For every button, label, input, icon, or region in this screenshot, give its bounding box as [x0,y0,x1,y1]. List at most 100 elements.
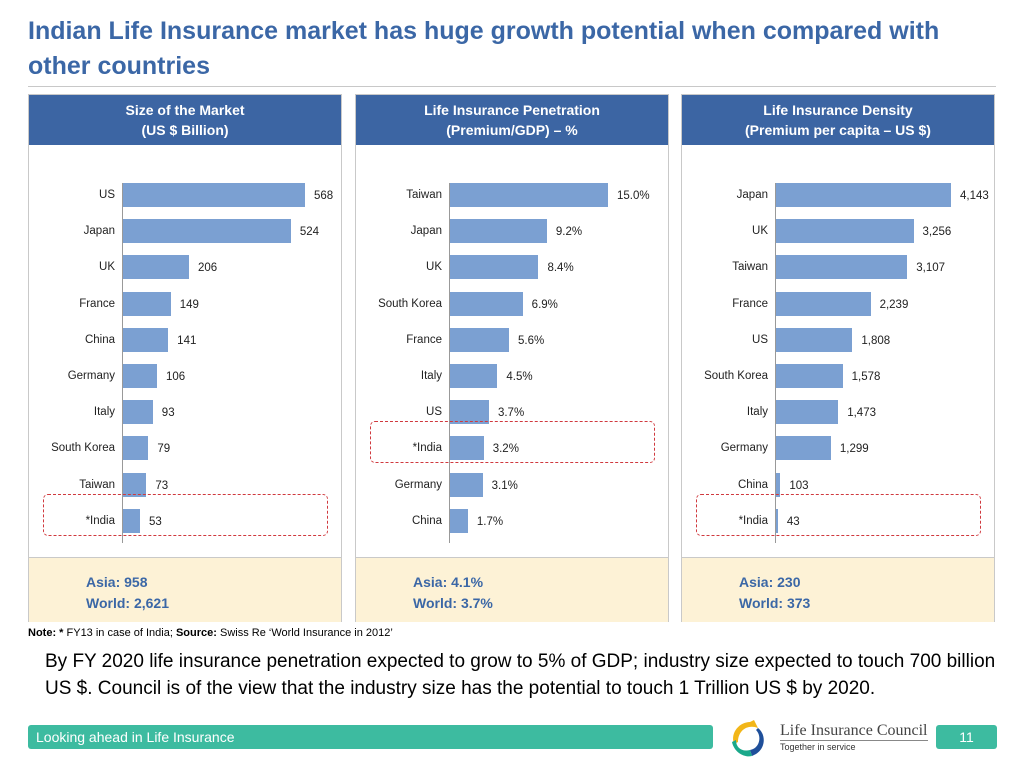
value-label: 15.0% [617,190,650,202]
category-label: US [426,406,442,419]
world-stat: World: 2,621 [86,595,169,611]
footer-label: Looking ahead in Life Insurance [28,725,713,749]
stats-footer: Asia: 958 World: 2,621 [29,557,341,622]
category-label: China [737,478,768,491]
value-label: 1.7% [476,515,504,528]
category-label: Germany [67,370,115,382]
bar [776,364,843,388]
bar [450,364,498,388]
chart-title-line: Life Insurance Density [763,102,913,118]
category-label: Italy [420,370,442,382]
india-highlight-box [370,421,655,464]
category-label: France [79,297,115,310]
value-label: 3,107 [916,262,946,275]
chart-title-line: (Premium per capita – US $) [745,122,931,138]
bar [123,291,171,316]
bar [123,327,169,352]
value-label: 53 [148,515,162,528]
chart-title-line: (Premium/GDP) – % [446,122,578,138]
chart-title-line: Life Insurance Penetration [424,102,600,118]
stats-footer: Asia: 4.1% World: 3.7% [356,557,668,622]
value-label: 1,473 [847,407,876,420]
bar [776,219,914,244]
category-label: France [732,297,768,310]
bar [123,255,189,280]
category-label: UK [752,225,768,238]
category-label: Taiwan [79,478,115,491]
value-label: 5.6% [517,334,545,347]
category-label: Germany [720,442,768,455]
category-label: South Korea [704,370,768,382]
bar [123,508,140,533]
category-label: *India [85,514,115,527]
category-label: South Korea [378,297,442,310]
category-label: Taiwan [406,189,442,201]
source-note: Note: * FY13 in case of India; Source: S… [28,627,393,639]
category-label: France [406,333,442,346]
bar [450,472,483,497]
page-number: 11 [936,725,997,749]
category-label: China [411,514,442,527]
value-label: 4,143 [960,190,989,202]
bar [776,291,871,316]
value-label: 2,239 [879,298,909,311]
chart-header: Life Insurance Penetration (Premium/GDP) … [356,95,668,145]
category-label: Japan [736,189,768,201]
value-label: 1,299 [839,443,869,456]
value-label: 3,256 [922,226,952,239]
value-label: 106 [165,371,186,383]
category-axis [449,183,450,543]
stats-footer: Asia: 230 World: 373 [682,557,994,622]
bar [450,255,539,280]
category-label: *India [412,442,442,455]
brand-tagline: Together in service [780,742,856,752]
category-label: Italy [746,406,768,419]
chart-panel-density: Life Insurance Density (Premium per capit… [681,94,995,622]
category-label: China [84,333,115,346]
value-label: 8.4% [547,262,574,275]
value-label: 3.1% [491,479,518,492]
category-axis [775,183,776,543]
value-label: 3.2% [492,443,519,456]
bar [450,508,468,533]
council-logo-icon [732,720,764,757]
bar [450,327,509,352]
bar [776,436,831,461]
value-label: 141 [177,334,197,347]
category-label: Japan [410,225,442,238]
category-label: *India [738,514,768,527]
value-label: 149 [179,298,199,311]
chart-header: Life Insurance Density (Premium per capit… [682,95,994,145]
title-divider [28,86,996,87]
value-label: 93 [161,407,175,420]
category-label: South Korea [51,442,115,455]
value-label: 1,578 [851,371,881,383]
asia-stat: Asia: 230 [739,574,801,590]
category-label: UK [426,261,442,274]
value-label: 6.9% [531,298,558,311]
chart-title-line: Size of the Market [125,102,245,118]
page-title: Indian Life Insurance market has huge gr… [28,17,940,80]
bar [450,183,608,207]
bar [123,183,305,207]
category-label: UK [99,261,115,274]
chart-panel-penetration: Life Insurance Penetration (Premium/GDP) … [355,94,669,622]
category-label: US [99,189,115,201]
india-highlight-box [43,493,328,536]
value-label: 524 [299,226,320,239]
value-label: 3.7% [497,407,525,420]
value-label: 9.2% [555,226,583,239]
brand-name: Life Insurance Council [780,722,928,741]
bar [776,327,853,352]
value-label: 4.5% [506,371,533,383]
category-label: Taiwan [732,261,768,274]
bar [776,183,951,207]
value-label: 103 [789,479,809,492]
bar [776,472,781,497]
chart-panel-market-size: Size of the Market (US $ Billion) US 568 Jap… [28,94,342,622]
category-label: Germany [394,478,442,491]
bar [776,508,778,533]
chart-title-line: (US $ Billion) [141,122,229,138]
asia-stat: Asia: 4.1% [413,574,484,590]
bar [123,472,147,497]
